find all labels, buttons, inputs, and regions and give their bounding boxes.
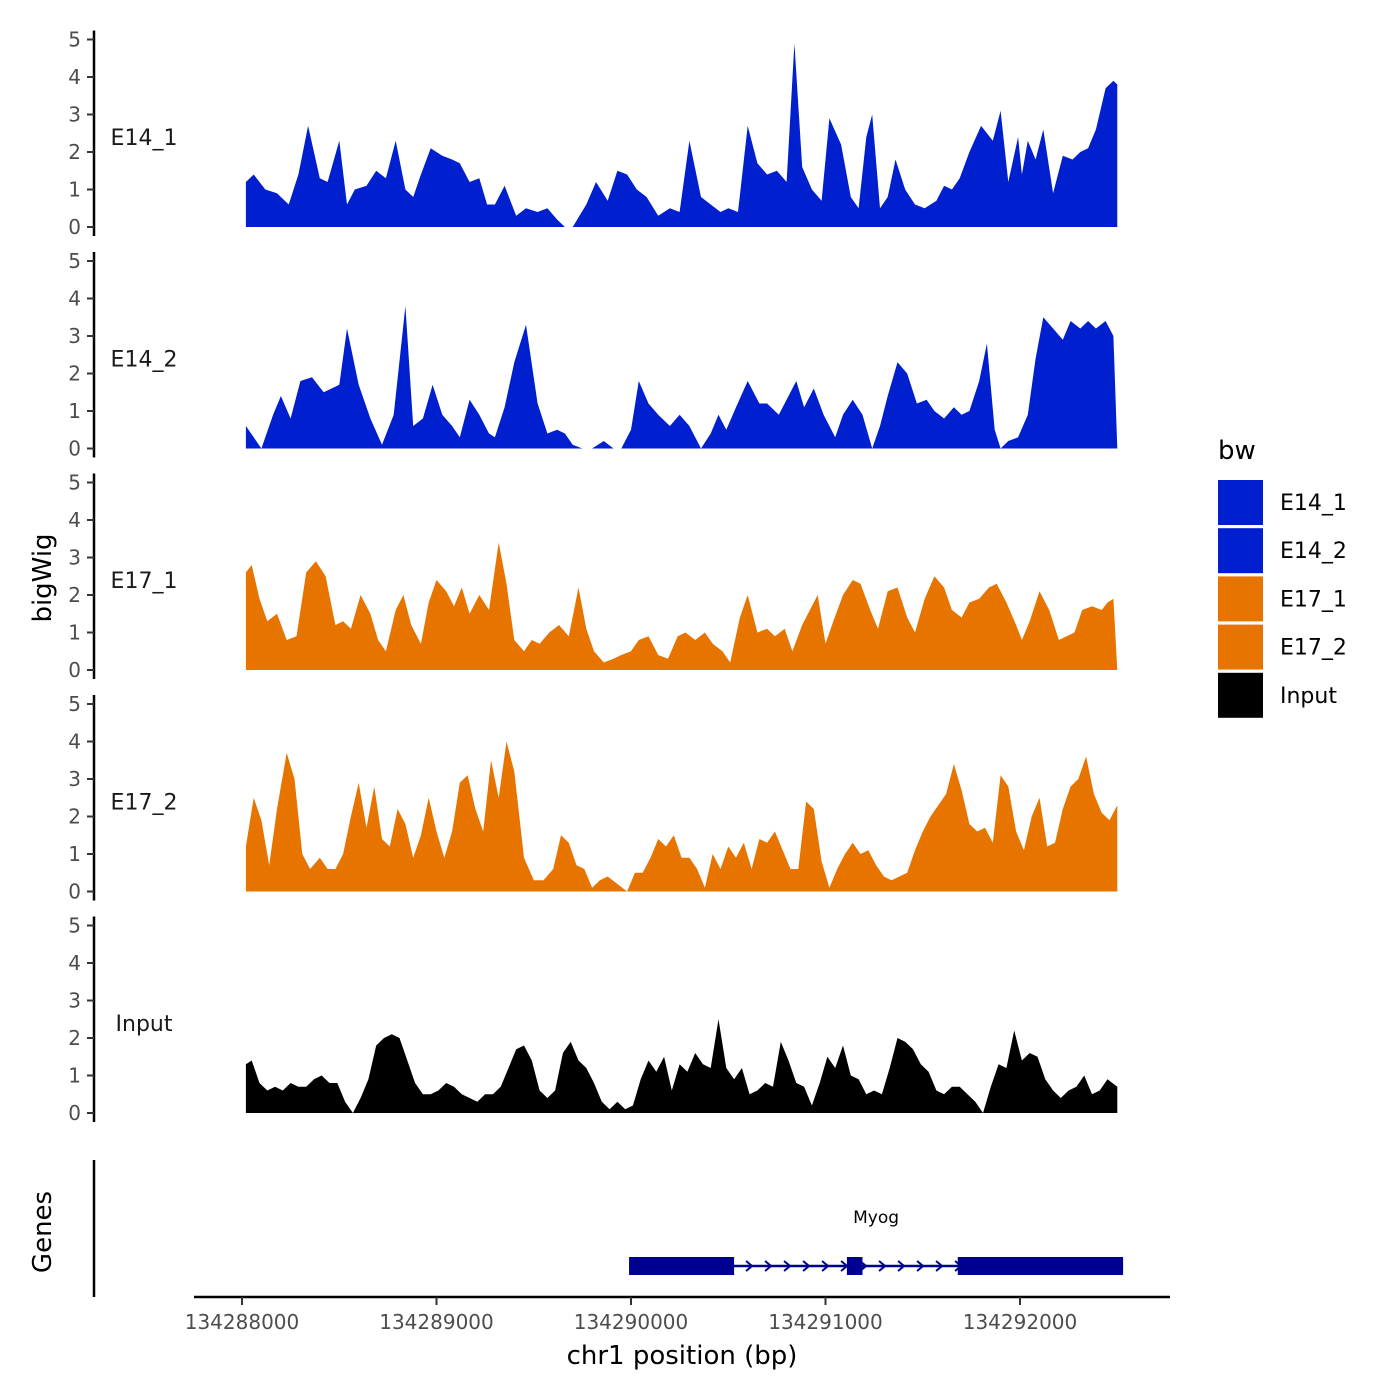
track-label: E17_1 [111, 569, 178, 594]
y-tick-label: 1 [68, 399, 81, 423]
legend-swatch [1218, 528, 1263, 574]
y-tick-label: 2 [68, 583, 81, 607]
legend-title: bw [1218, 436, 1256, 466]
track-label: E17_2 [111, 791, 178, 816]
y-tick-label: 3 [68, 324, 81, 348]
track-label: E14_1 [111, 126, 178, 151]
gene-Myog: Myog [629, 1208, 1124, 1275]
strand-arrow [897, 1260, 906, 1272]
y-tick-label: 4 [68, 730, 81, 754]
y-tick-label: 1 [68, 178, 81, 202]
legend-label: E17_2 [1280, 636, 1347, 661]
x-tick-label: 134291000 [768, 1310, 883, 1334]
track-E14_1: 0 1 2 3 4 5 E14_1 [68, 28, 1118, 239]
area-E17_1 [245, 542, 1118, 670]
track-label: Input [116, 1012, 173, 1037]
legend-swatch [1218, 576, 1263, 622]
y-tick-label: 5 [68, 914, 81, 938]
legend-entry-E17_2: E17_2 [1218, 624, 1347, 670]
x-axis-title: chr1 position (bp) [567, 1341, 798, 1371]
y-tick-label: 1 [68, 621, 81, 645]
strand-arrow [764, 1260, 773, 1272]
y-tick-label: 5 [68, 471, 81, 495]
legend-entry-E14_1: E14_1 [1218, 480, 1347, 525]
y-tick-label: 2 [68, 140, 81, 164]
y-tick-label: 1 [68, 1064, 81, 1088]
strand-arrow [821, 1260, 830, 1272]
strand-arrow [745, 1260, 754, 1272]
exon [629, 1257, 735, 1275]
legend-swatch [1218, 672, 1263, 718]
track-E17_2: 0 1 2 3 4 5 E17_2 [68, 692, 1118, 904]
area-E14_1 [245, 43, 1118, 227]
y-tick-label: 5 [68, 249, 81, 273]
area-E17_2 [245, 741, 1118, 892]
y-tick-label: 0 [68, 437, 81, 461]
exon [846, 1257, 863, 1275]
x-tick-label: 134292000 [963, 1310, 1078, 1334]
y-tick-label: 2 [68, 805, 81, 829]
track-label: E14_2 [111, 348, 178, 373]
y-axis-title: bigWig [28, 533, 58, 622]
x-tick-label: 134289000 [379, 1310, 494, 1334]
track-Input: 0 1 2 3 4 5 Input [68, 914, 1118, 1125]
track-E14_2: 0 1 2 3 4 5 E14_2 [68, 249, 1118, 461]
gene-name: Myog [853, 1208, 899, 1228]
x-tick-label: 134290000 [574, 1310, 689, 1334]
legend-entry-E14_2: E14_2 [1218, 528, 1347, 574]
track-E17_1: 0 1 2 3 4 5 E17_1 [68, 471, 1118, 682]
legend-entry-E17_1: E17_1 [1218, 576, 1347, 622]
y-tick-label: 2 [68, 362, 81, 386]
strand-arrow [916, 1260, 925, 1272]
area-Input [245, 1019, 1118, 1113]
legend-swatch [1218, 480, 1263, 525]
legend-entry-Input: Input [1218, 672, 1337, 718]
y-tick-label: 3 [68, 546, 81, 570]
area-E14_2 [245, 306, 1118, 449]
y-tick-label: 0 [68, 215, 81, 239]
y-tick-label: 5 [68, 28, 81, 52]
exon [957, 1257, 1124, 1275]
strand-arrow [935, 1260, 944, 1272]
legend-label: Input [1280, 684, 1337, 709]
y-tick-label: 3 [68, 989, 81, 1013]
y-tick-label: 4 [68, 951, 81, 975]
y-tick-label: 4 [68, 65, 81, 89]
x-tick-label: 134288000 [185, 1310, 300, 1334]
y-tick-label: 1 [68, 842, 81, 866]
strand-arrow [802, 1260, 811, 1272]
strand-arrow [878, 1260, 887, 1272]
y-tick-label: 3 [68, 767, 81, 791]
y-tick-label: 4 [68, 508, 81, 532]
legend-label: E14_1 [1280, 491, 1347, 516]
legend-label: E17_1 [1280, 587, 1347, 612]
y-tick-label: 0 [68, 658, 81, 682]
y-tick-label: 3 [68, 103, 81, 127]
genes-axis-title: Genes [28, 1191, 58, 1273]
y-tick-label: 2 [68, 1026, 81, 1050]
y-tick-label: 5 [68, 692, 81, 716]
legend-label: E14_2 [1280, 539, 1347, 564]
y-tick-label: 0 [68, 880, 81, 904]
y-tick-label: 4 [68, 287, 81, 311]
legend-swatch [1218, 624, 1263, 670]
legend: bw E14_1 E14_2 E17_1 E17_2 Input [1218, 436, 1347, 718]
strand-arrow [783, 1260, 792, 1272]
y-tick-label: 0 [68, 1101, 81, 1125]
